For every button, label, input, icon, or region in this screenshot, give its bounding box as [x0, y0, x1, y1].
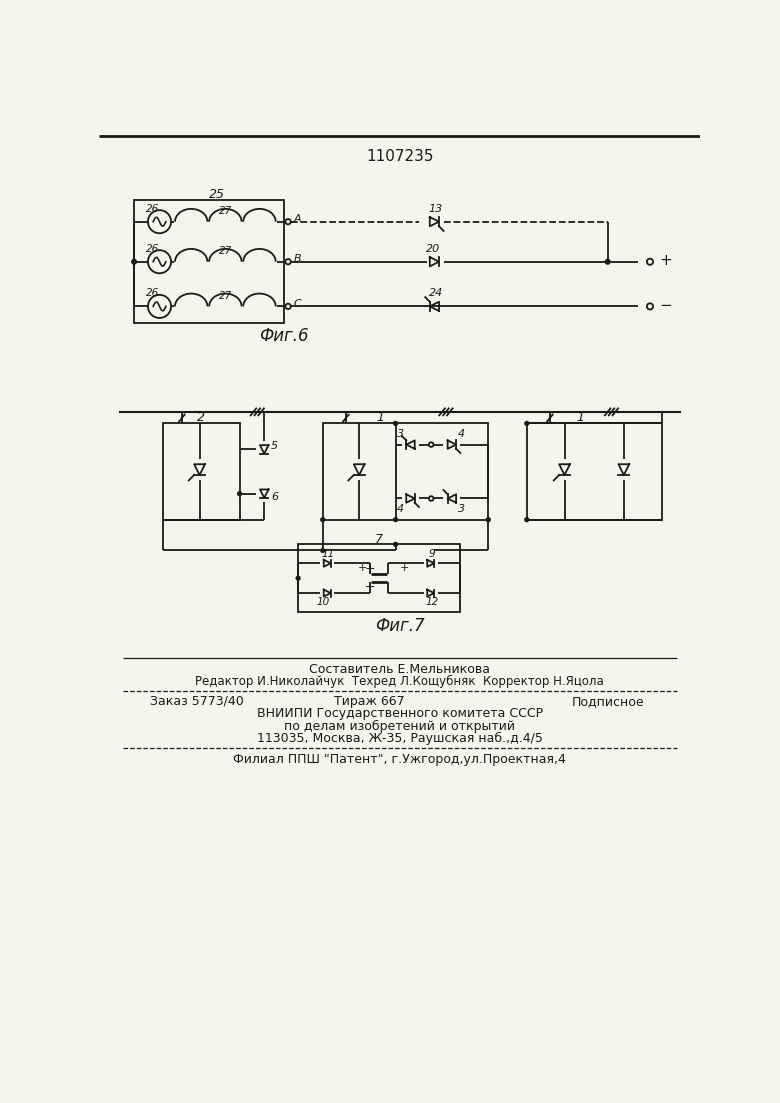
Bar [298, 544, 459, 612]
Circle shape [285, 259, 291, 265]
Circle shape [525, 517, 529, 522]
Circle shape [647, 258, 653, 265]
Circle shape [605, 259, 610, 264]
Circle shape [394, 517, 398, 522]
Circle shape [238, 492, 242, 495]
Text: Фиг.6: Фиг.6 [260, 328, 309, 345]
Text: +: + [659, 253, 672, 268]
Bar [162, 424, 239, 520]
Text: 26: 26 [146, 288, 159, 298]
Text: 4: 4 [458, 429, 465, 439]
Text: 3: 3 [458, 504, 465, 514]
Circle shape [429, 442, 434, 447]
Circle shape [321, 548, 324, 553]
Text: 26: 26 [146, 204, 159, 214]
Text: 27: 27 [218, 246, 232, 256]
Bar [526, 424, 661, 520]
Text: 113035, Москва, Ж-35, Раушская наб.,д.4/5: 113035, Москва, Ж-35, Раушская наб.,д.4/… [257, 731, 543, 745]
Text: B: B [293, 255, 301, 265]
Text: Фиг.7: Фиг.7 [375, 617, 424, 635]
Text: C: C [293, 299, 301, 309]
Bar [134, 200, 284, 323]
Circle shape [525, 421, 529, 426]
Circle shape [394, 421, 398, 426]
Text: 20: 20 [426, 244, 440, 254]
Text: 1: 1 [576, 410, 585, 424]
Text: Составитель Е.Мельникова: Составитель Е.Мельникова [309, 663, 491, 675]
Text: Филиал ППШ "Патент", г.Ужгород,ул.Проектная,4: Филиал ППШ "Патент", г.Ужгород,ул.Проект… [233, 753, 566, 767]
Text: 12: 12 [426, 598, 439, 608]
Text: 6: 6 [271, 492, 278, 502]
Text: Редактор И.Николайчук  Техред Л.Кощубняк  Корректор Н.Яцола: Редактор И.Николайчук Техред Л.Кощубняк … [195, 675, 604, 688]
Text: +: + [400, 563, 410, 574]
Circle shape [285, 219, 291, 224]
Text: 27: 27 [218, 290, 232, 301]
Text: 13: 13 [429, 204, 443, 214]
Circle shape [132, 259, 136, 264]
Text: 7: 7 [375, 533, 383, 546]
Circle shape [647, 303, 653, 310]
Circle shape [296, 576, 300, 580]
Text: ВНИИПИ Государственного комитета СССР: ВНИИПИ Государственного комитета СССР [257, 707, 543, 720]
Text: −: − [659, 298, 672, 313]
Bar [323, 424, 488, 520]
Text: 1: 1 [377, 410, 385, 424]
Text: 11: 11 [321, 549, 335, 559]
Circle shape [429, 496, 434, 501]
Text: 25: 25 [209, 189, 225, 201]
Text: Подписное: Подписное [571, 695, 644, 708]
Circle shape [321, 517, 324, 522]
Text: 4: 4 [397, 504, 404, 514]
Text: 1107235: 1107235 [366, 149, 434, 163]
Circle shape [487, 517, 490, 522]
Text: 3: 3 [397, 429, 404, 439]
Text: +: + [358, 563, 367, 574]
Text: Тираж 667: Тираж 667 [334, 695, 404, 708]
Text: 27: 27 [218, 206, 232, 216]
Circle shape [394, 543, 398, 546]
Circle shape [285, 303, 291, 309]
Text: 24: 24 [429, 288, 443, 298]
Text: A: A [293, 214, 301, 224]
Text: Заказ 5773/40: Заказ 5773/40 [150, 695, 243, 708]
Text: 9: 9 [428, 549, 434, 559]
Text: 26: 26 [146, 244, 159, 254]
Text: 10: 10 [317, 598, 330, 608]
Text: 2: 2 [197, 410, 205, 424]
Text: −: − [365, 581, 376, 593]
Text: 5: 5 [271, 441, 278, 451]
Text: по делам изобретений и открытий: по делам изобретений и открытий [284, 719, 516, 732]
Text: +: + [365, 563, 376, 576]
